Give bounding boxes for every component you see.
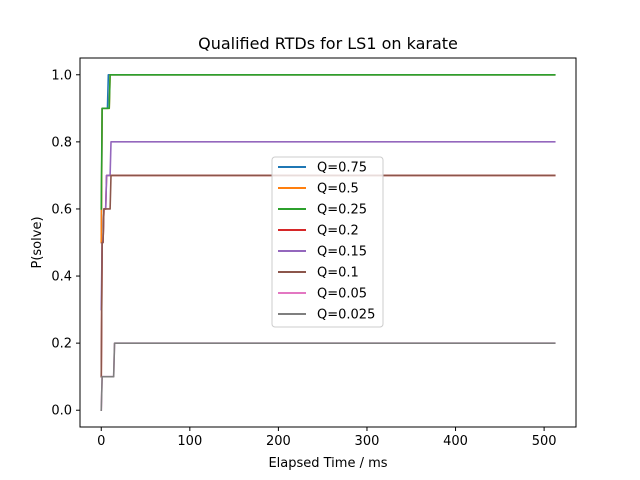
x-tick-label: 0	[97, 434, 105, 449]
y-tick-label: 1.0	[51, 68, 72, 83]
series-line-q-0-1	[100, 174, 556, 378]
legend-label: Q=0.025	[317, 308, 375, 323]
x-tick-label: 100	[177, 434, 202, 449]
x-axis-label: Elapsed Time / ms	[268, 456, 387, 471]
x-axis: 0 100 200 300 400 500	[97, 427, 557, 449]
legend-label: Q=0.5	[317, 182, 359, 197]
legend-label: Q=0.15	[317, 245, 367, 260]
legend-label: Q=0.1	[317, 266, 359, 281]
legend-label: Q=0.2	[317, 224, 359, 239]
y-tick-label: 0.8	[51, 135, 72, 150]
x-tick-label: 300	[355, 434, 380, 449]
y-tick-label: 0.0	[51, 404, 72, 419]
y-axis-label: P(solve)	[30, 216, 45, 268]
x-tick-label: 500	[532, 434, 557, 449]
chart-title: Qualified RTDs for LS1 on karate	[198, 34, 458, 53]
series-line-q-0-025	[100, 342, 556, 412]
x-tick-label: 200	[266, 434, 291, 449]
series-line-q-0-25	[100, 73, 556, 210]
legend-label: Q=0.05	[317, 287, 367, 302]
x-tick-label: 400	[443, 434, 468, 449]
y-tick-label: 0.6	[51, 202, 72, 217]
legend-box	[271, 156, 384, 328]
legend: Q=0.75 Q=0.5 Q=0.25 Q=0.2 Q=0.15 Q=0.1 Q=0.05 Q…	[271, 156, 384, 328]
legend-label: Q=0.75	[317, 161, 367, 176]
y-axis: 0.0 0.2 0.4 0.6 0.8 1.0	[51, 68, 80, 419]
y-tick-label: 0.2	[51, 337, 72, 352]
series-layer	[100, 73, 556, 412]
plot-frame	[79, 57, 577, 428]
legend-label: Q=0.25	[317, 203, 367, 218]
y-tick-label: 0.4	[51, 270, 72, 285]
